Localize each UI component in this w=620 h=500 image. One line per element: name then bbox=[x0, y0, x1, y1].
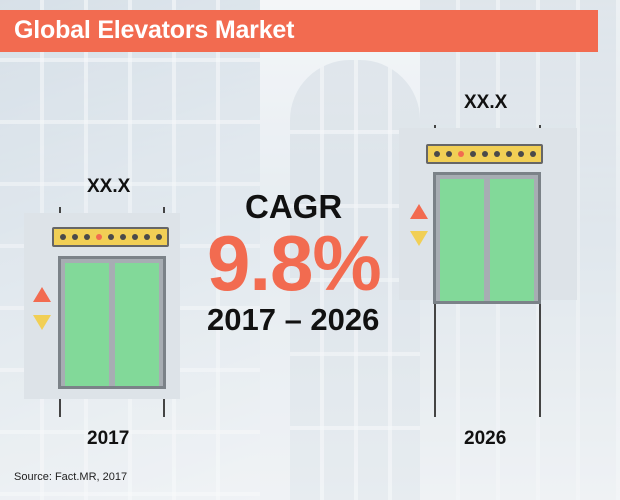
elevator-door-right bbox=[490, 179, 534, 301]
cagr-label: CAGR bbox=[245, 188, 343, 225]
down-arrow-icon bbox=[33, 315, 51, 330]
floor-indicator bbox=[426, 144, 543, 164]
page-title: Global Elevators Market bbox=[14, 16, 295, 44]
year-label-2017: 2017 bbox=[87, 428, 130, 449]
up-arrow-icon bbox=[33, 287, 51, 302]
up-arrow-icon bbox=[410, 204, 428, 219]
floor-indicator bbox=[52, 227, 169, 247]
elevator-door-right bbox=[115, 263, 159, 386]
elevator-door-left bbox=[65, 263, 109, 386]
year-label-2026: 2026 bbox=[464, 428, 507, 449]
elevator-door-frame bbox=[433, 172, 541, 304]
cagr-period: 2017 – 2026 bbox=[207, 302, 380, 337]
elevator-door-frame bbox=[58, 256, 166, 389]
value-label-2017: XX.X bbox=[87, 176, 131, 197]
value-label-2026: XX.X bbox=[464, 92, 508, 113]
down-arrow-icon bbox=[410, 231, 428, 246]
source-note: Source: Fact.MR, 2017 bbox=[14, 471, 128, 483]
cagr-value: 9.8% bbox=[207, 219, 382, 307]
title-banner: Global Elevators Market bbox=[0, 10, 598, 52]
elevator-door-left bbox=[440, 179, 484, 301]
